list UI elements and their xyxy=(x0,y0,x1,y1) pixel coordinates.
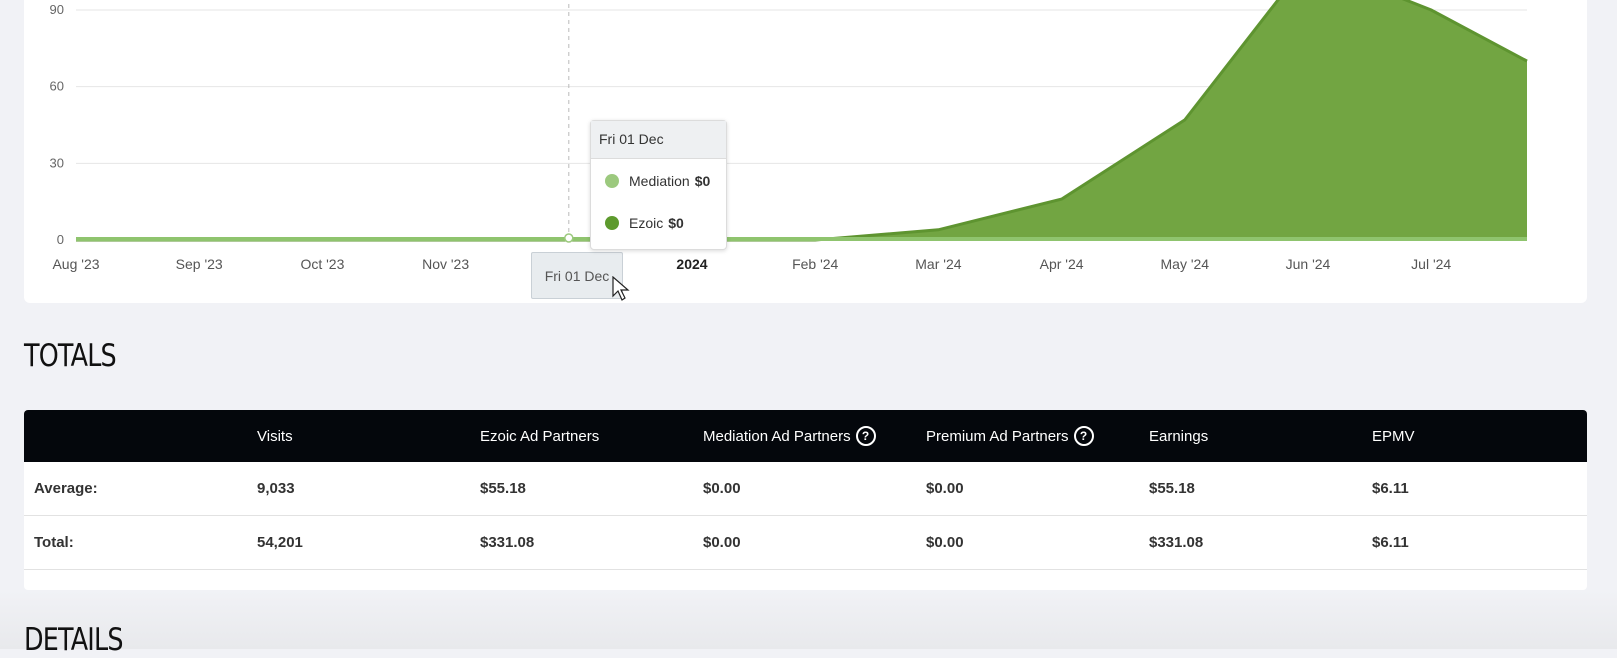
help-icon[interactable]: ? xyxy=(855,426,876,446)
column-header-visits[interactable]: Visits xyxy=(257,427,293,445)
table-cell: 54,201 xyxy=(247,515,470,570)
column-header xyxy=(24,410,247,462)
x-tick-label: Aug '23 xyxy=(52,256,99,272)
tooltip-row-ezoic: Ezoic $0 xyxy=(605,215,684,231)
help-icon[interactable]: ? xyxy=(1073,426,1094,446)
y-tick-label: 30 xyxy=(50,155,64,170)
table-cell: $0.00 xyxy=(916,462,1139,516)
totals-table: Visits Ezoic Ad Partners Mediation Ad Pa… xyxy=(24,410,1587,570)
tooltip-label: Ezoic xyxy=(629,215,664,231)
x-tick-label: Oct '23 xyxy=(300,256,344,272)
totals-header-row: Visits Ezoic Ad Partners Mediation Ad Pa… xyxy=(24,410,1587,462)
table-cell: $331.08 xyxy=(470,515,693,570)
table-cell: $55.18 xyxy=(1139,462,1362,516)
x-tick-label: Sep '23 xyxy=(176,256,223,272)
row-label: Total: xyxy=(24,515,247,570)
x-tick-label: Nov '23 xyxy=(422,256,469,272)
column-header-label: Premium Ad Partners xyxy=(926,427,1069,445)
table-cell: $331.08 xyxy=(1139,515,1362,570)
y-tick-label: 90 xyxy=(50,2,64,17)
y-tick-label: 60 xyxy=(50,79,64,94)
ezoic-dot-icon xyxy=(605,216,619,230)
tooltip-label: Mediation xyxy=(629,173,690,189)
mouse-pointer-icon xyxy=(612,276,630,301)
chart-tooltip: Fri 01 Dec Mediation $0 Ezoic $0 xyxy=(590,120,727,250)
totals-table-card: Visits Ezoic Ad Partners Mediation Ad Pa… xyxy=(24,410,1587,590)
table-row: Average: 9,033 $55.18 $0.00 $0.00 $55.18… xyxy=(24,462,1587,516)
hover-point xyxy=(564,233,574,243)
earnings-chart[interactable]: 0 30 60 90 Aug '23 Sep '23 Oct '23 Nov '23 2024 F… xyxy=(24,0,1587,303)
table-row: Total: 54,201 $331.08 $0.00 $0.00 $331.0… xyxy=(24,515,1587,570)
mediation-dot-icon xyxy=(605,174,619,188)
series-area-ezoic xyxy=(76,0,1527,240)
x-tick-label: 2024 xyxy=(676,256,707,272)
column-header-earnings[interactable]: Earnings xyxy=(1149,427,1209,445)
column-header-mediation[interactable]: Mediation Ad Partners? xyxy=(693,410,916,462)
table-cell: $6.11 xyxy=(1362,462,1587,516)
tooltip-row-mediation: Mediation $0 xyxy=(605,173,710,189)
tooltip-value: $0 xyxy=(694,173,711,189)
table-cell: $0.00 xyxy=(693,462,916,516)
x-axis-highlight-label: Fri 01 Dec xyxy=(531,252,623,299)
table-cell: $0.00 xyxy=(693,515,916,570)
x-tick-label: Apr '24 xyxy=(1040,256,1084,272)
row-label: Average: xyxy=(24,462,247,516)
y-tick-label: 0 xyxy=(57,232,64,247)
table-cell: $6.11 xyxy=(1362,515,1587,570)
x-tick-label: Mar '24 xyxy=(915,256,961,272)
x-tick-label: Jun '24 xyxy=(1286,256,1331,272)
series-line-mediation xyxy=(76,237,1527,241)
page-bottom-fade xyxy=(0,590,1617,649)
tooltip-value: $0 xyxy=(668,215,684,231)
table-cell: $55.18 xyxy=(470,462,693,516)
x-tick-label: Feb '24 xyxy=(792,256,838,272)
table-cell: 9,033 xyxy=(247,462,470,516)
table-cell: $0.00 xyxy=(916,515,1139,570)
x-tick-label: May '24 xyxy=(1161,256,1210,272)
column-header-epmv[interactable]: EPMV xyxy=(1372,427,1415,445)
earnings-chart-card: 0 30 60 90 Aug '23 Sep '23 Oct '23 Nov '23 2024 F… xyxy=(24,0,1587,303)
column-header-premium[interactable]: Premium Ad Partners? xyxy=(916,410,1139,462)
column-header-ezoic[interactable]: Ezoic Ad Partners xyxy=(480,427,600,445)
x-tick-label: Jul '24 xyxy=(1411,256,1451,272)
details-heading: DETAILS xyxy=(24,622,123,658)
column-header-label: Mediation Ad Partners xyxy=(703,427,851,445)
totals-heading: TOTALS xyxy=(24,338,117,374)
tooltip-title: Fri 01 Dec xyxy=(591,121,726,159)
